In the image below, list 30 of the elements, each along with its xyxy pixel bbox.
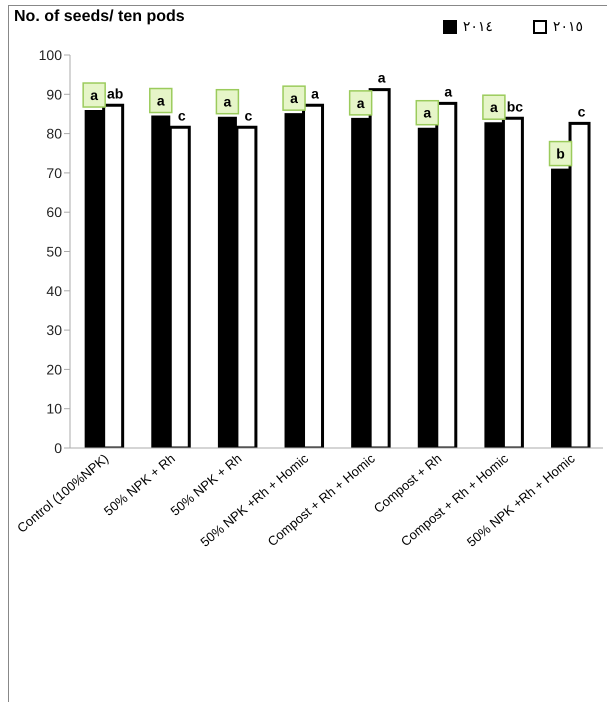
data-label: a bbox=[444, 83, 452, 100]
legend-label: ٢٠١٥ bbox=[552, 18, 583, 35]
legend-label: ٢٠١٤ bbox=[462, 18, 493, 35]
data-label: b bbox=[556, 146, 565, 162]
data-label: a bbox=[356, 94, 365, 111]
data-label: a bbox=[311, 85, 320, 102]
chart-title: No. of seeds/ ten pods bbox=[14, 8, 185, 26]
data-label: a bbox=[290, 90, 298, 106]
y-tick-label: 60 bbox=[46, 204, 62, 220]
data-label: a bbox=[90, 87, 98, 104]
data-label: a bbox=[156, 92, 165, 109]
data-label: a bbox=[423, 104, 432, 121]
y-tick-label: 90 bbox=[46, 86, 62, 102]
y-tick-label: 40 bbox=[46, 282, 62, 299]
data-label: c bbox=[244, 107, 253, 124]
data-label: c bbox=[578, 103, 586, 120]
y-tick-label: 30 bbox=[46, 322, 62, 338]
data-label: bc bbox=[506, 98, 524, 114]
data-label: a bbox=[224, 94, 232, 110]
y-tick-label: 100 bbox=[38, 46, 62, 63]
y-tick-label: 70 bbox=[46, 164, 62, 181]
data-label: a bbox=[378, 70, 386, 86]
data-label: ab bbox=[106, 85, 124, 102]
data-label: a bbox=[490, 99, 498, 116]
y-tick-label: 20 bbox=[46, 361, 62, 378]
y-tick-label: 80 bbox=[46, 126, 62, 142]
data-label: c bbox=[178, 107, 186, 124]
y-tick-label: 0 bbox=[54, 440, 62, 456]
y-tick-label: 50 bbox=[46, 243, 62, 260]
y-tick-label: 10 bbox=[46, 400, 62, 417]
